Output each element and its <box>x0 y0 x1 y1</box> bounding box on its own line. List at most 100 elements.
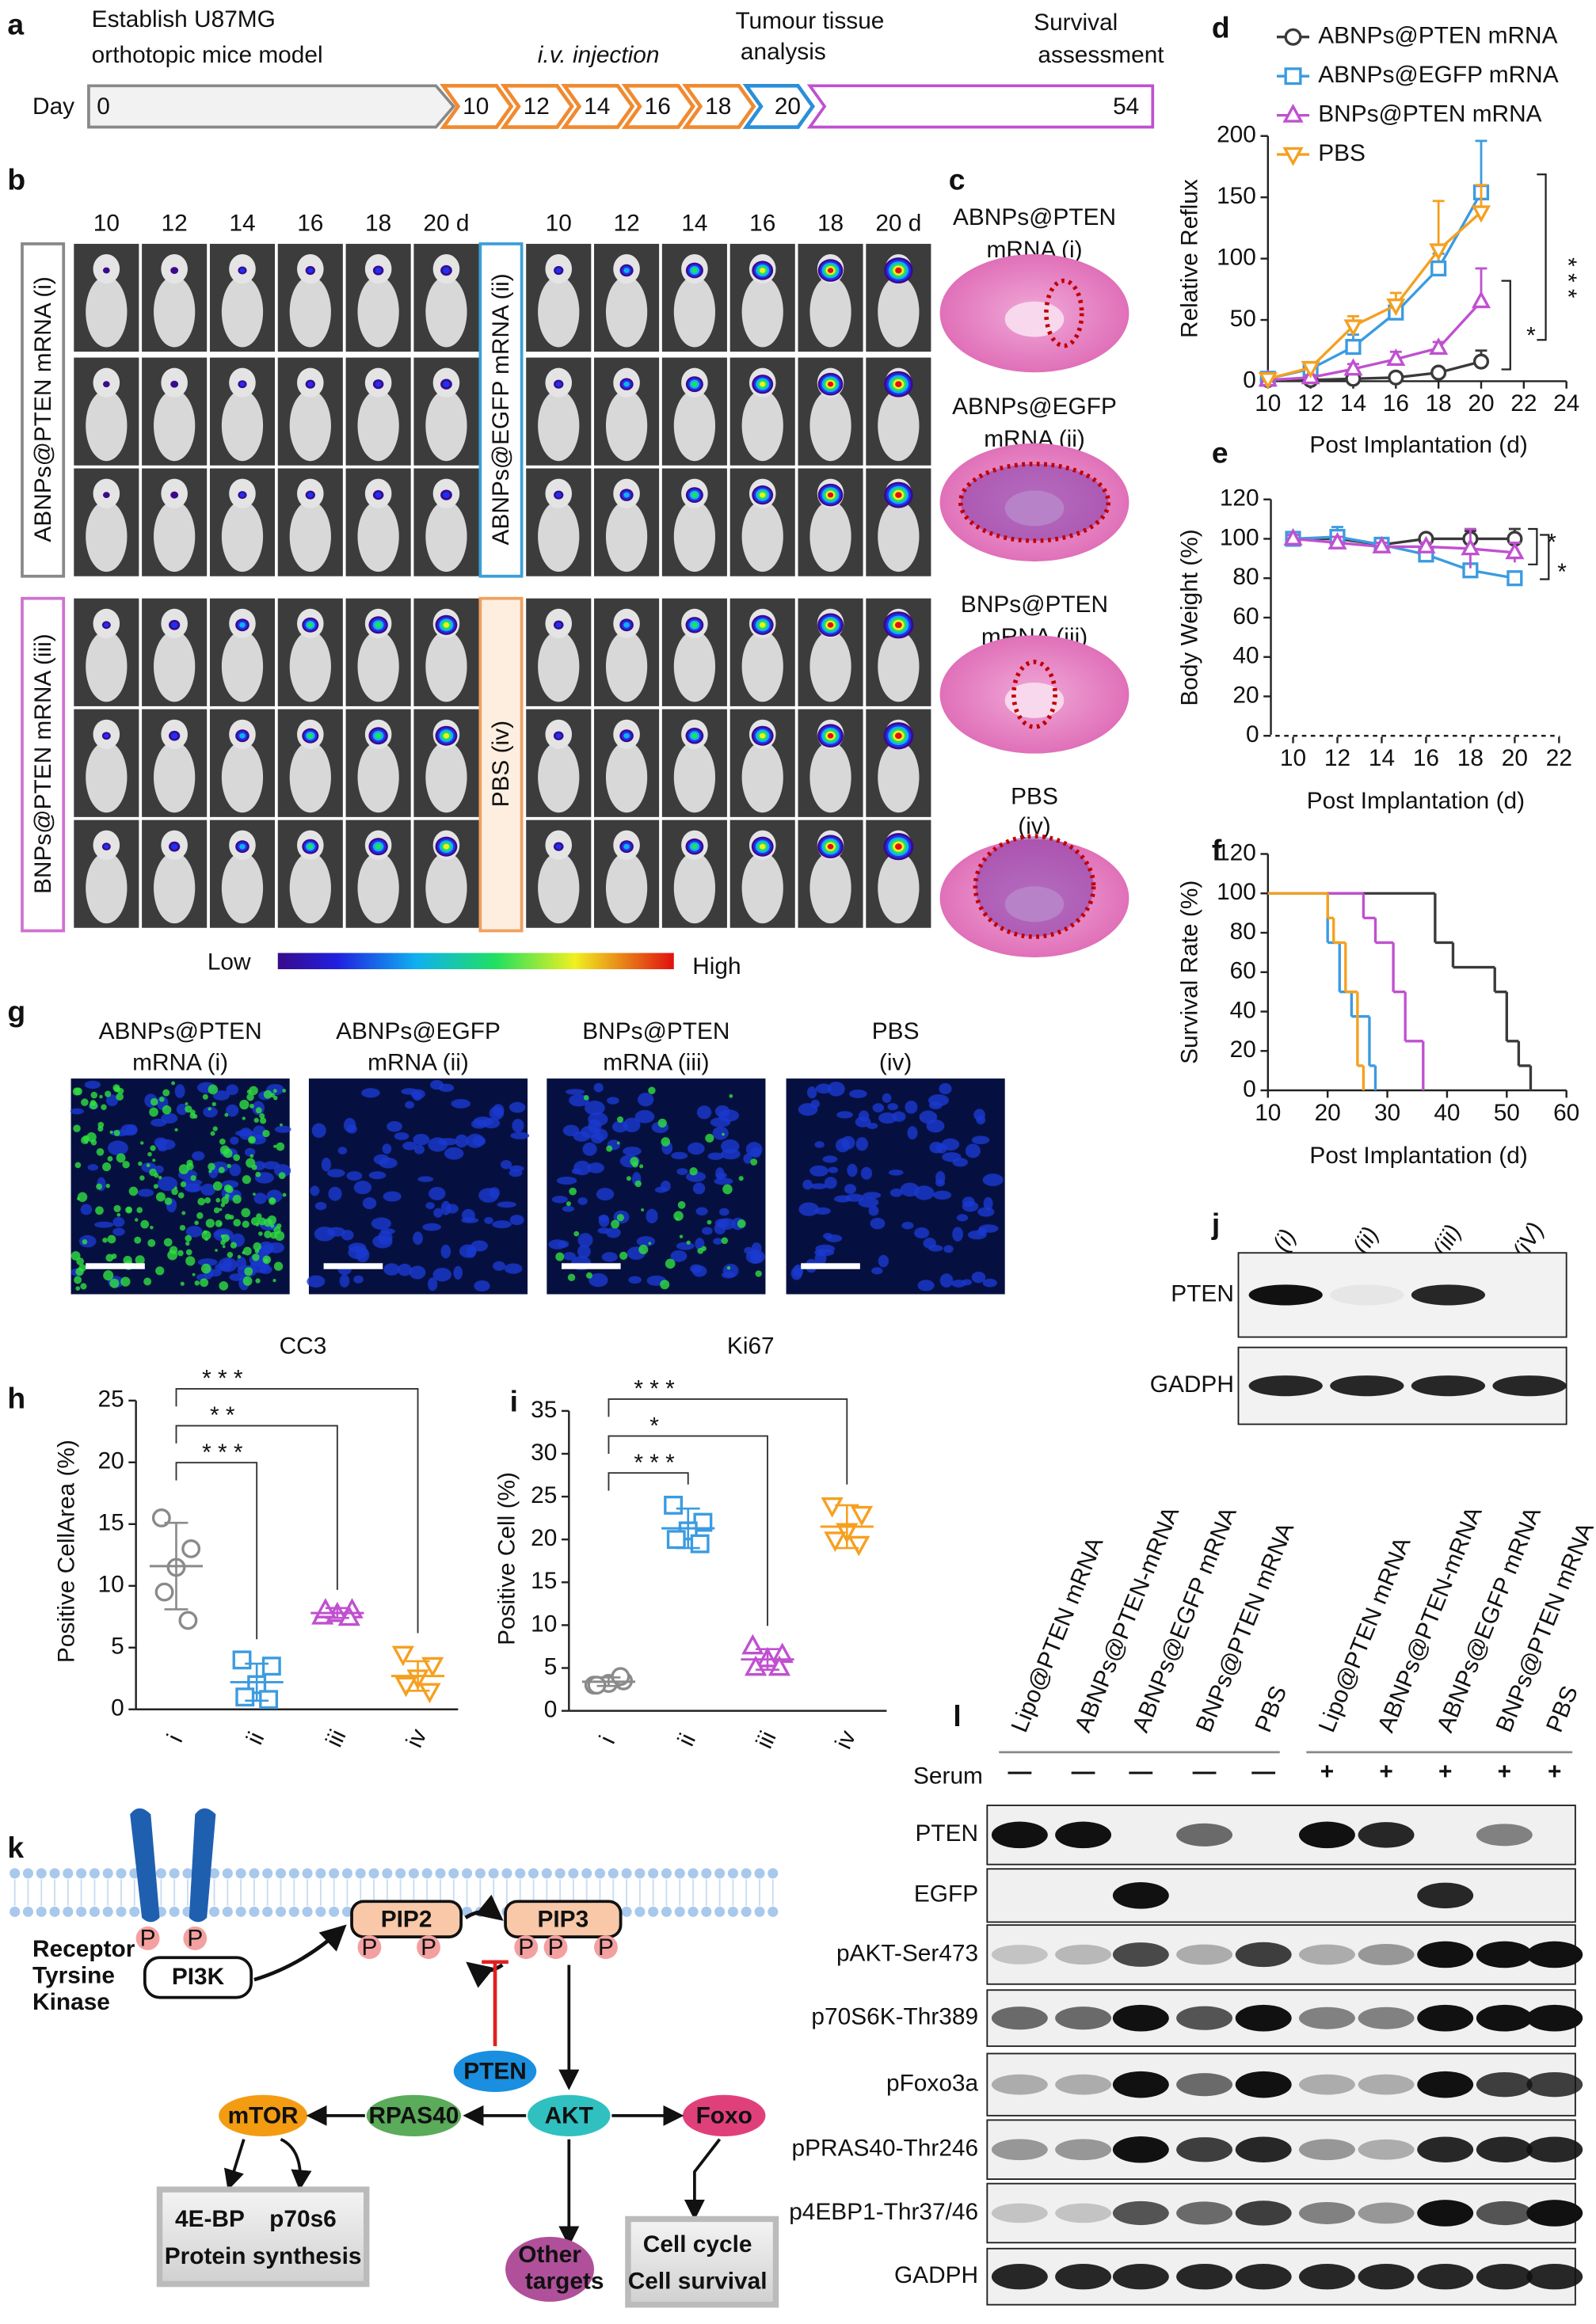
nucleus <box>346 1171 363 1181</box>
mouse <box>605 630 648 702</box>
nucleus <box>722 1264 739 1278</box>
y-tick-label: 80 <box>1232 564 1259 590</box>
lipid <box>501 1868 512 1879</box>
nucleus <box>967 1230 987 1240</box>
lipid <box>275 1906 287 1917</box>
mouse <box>425 500 467 572</box>
stain <box>223 1148 233 1158</box>
band <box>1417 2071 1474 2098</box>
lipid <box>382 1868 393 1879</box>
nucleus <box>692 1182 706 1195</box>
lipid <box>421 1868 432 1879</box>
mouse <box>357 500 399 572</box>
stain <box>239 1099 249 1110</box>
nucleus <box>489 1187 500 1199</box>
mouse <box>538 741 580 813</box>
nucleus <box>425 1202 435 1210</box>
stain <box>274 1230 285 1242</box>
node-label: AKT <box>545 2103 593 2129</box>
stain <box>686 1240 691 1245</box>
stain <box>200 1263 211 1274</box>
signal <box>102 492 110 499</box>
nucleus <box>889 1188 903 1197</box>
band <box>1248 1375 1323 1397</box>
mouse <box>289 630 331 702</box>
chart-title: CC3 <box>280 1333 327 1360</box>
lipid <box>155 1868 166 1879</box>
band <box>1358 1944 1415 1965</box>
stain <box>722 1132 725 1136</box>
stain <box>583 1094 589 1101</box>
arrow <box>280 2137 312 2191</box>
stain <box>247 1135 257 1144</box>
lipid <box>89 1868 100 1879</box>
stain <box>147 1238 156 1247</box>
mouse <box>357 741 399 813</box>
y-tick-label: 15 <box>531 1568 557 1594</box>
nucleus <box>492 1220 512 1229</box>
lipid <box>568 1868 579 1879</box>
y-tick-label: 40 <box>1232 643 1259 669</box>
stain <box>74 1276 82 1284</box>
lipid <box>648 1868 659 1879</box>
nucleus <box>646 1208 658 1224</box>
stain <box>242 1246 252 1256</box>
stain <box>75 1286 81 1291</box>
stain <box>90 1139 97 1146</box>
y-tick-label: 50 <box>1230 306 1256 332</box>
y-tick-label: 120 <box>1220 485 1259 512</box>
band <box>1526 2263 1583 2290</box>
stain <box>737 1219 746 1228</box>
nucleus <box>451 1098 470 1109</box>
x-tick-label: ii <box>673 1729 702 1750</box>
timeline <box>621 83 695 129</box>
group-label: BNPs@PTEN <box>961 591 1108 618</box>
band <box>1112 2004 1169 2032</box>
stain <box>253 1192 256 1196</box>
bracket <box>608 1435 768 1626</box>
y-tick-label: 200 <box>1217 122 1256 148</box>
stain <box>237 1254 242 1259</box>
nucleus <box>809 1183 828 1189</box>
serum-sign: + <box>1320 1759 1334 1785</box>
signal <box>443 381 450 388</box>
nucleus <box>466 1133 485 1148</box>
mouse <box>86 741 128 813</box>
nucleus <box>978 1224 999 1233</box>
nucleus <box>606 1227 621 1238</box>
lipid <box>235 1906 246 1917</box>
nucleus <box>470 1240 488 1252</box>
y-tick-label: 5 <box>544 1653 558 1679</box>
serum-sign: + <box>1548 1759 1561 1785</box>
significance: * <box>1526 322 1536 348</box>
marker <box>741 1634 764 1655</box>
signal <box>827 268 834 273</box>
y-axis-label: Positive Cell (%) <box>494 1472 520 1645</box>
lipid <box>49 1906 60 1917</box>
marker <box>181 1539 201 1558</box>
lipid <box>222 1906 233 1917</box>
stain <box>273 1095 278 1101</box>
panel-label: k <box>7 1831 24 1864</box>
lipid <box>727 1868 738 1879</box>
node <box>682 2094 766 2136</box>
mouse <box>425 276 467 348</box>
lipid <box>341 1868 352 1879</box>
band <box>1176 1944 1233 1965</box>
nucleus <box>589 1273 608 1288</box>
nucleus <box>962 1279 973 1286</box>
signal <box>375 622 382 628</box>
nucleus <box>84 1080 101 1089</box>
stain <box>185 1256 196 1266</box>
marker <box>1345 339 1362 356</box>
nucleus <box>814 1141 825 1148</box>
lipid <box>182 1868 193 1879</box>
stain <box>219 1208 223 1211</box>
nucleus <box>500 1159 512 1170</box>
marker <box>848 1535 870 1557</box>
nucleus <box>714 1219 729 1228</box>
stain <box>648 1242 652 1246</box>
line <box>1267 192 1483 380</box>
nucleus <box>601 1252 618 1262</box>
mouse <box>605 276 648 348</box>
